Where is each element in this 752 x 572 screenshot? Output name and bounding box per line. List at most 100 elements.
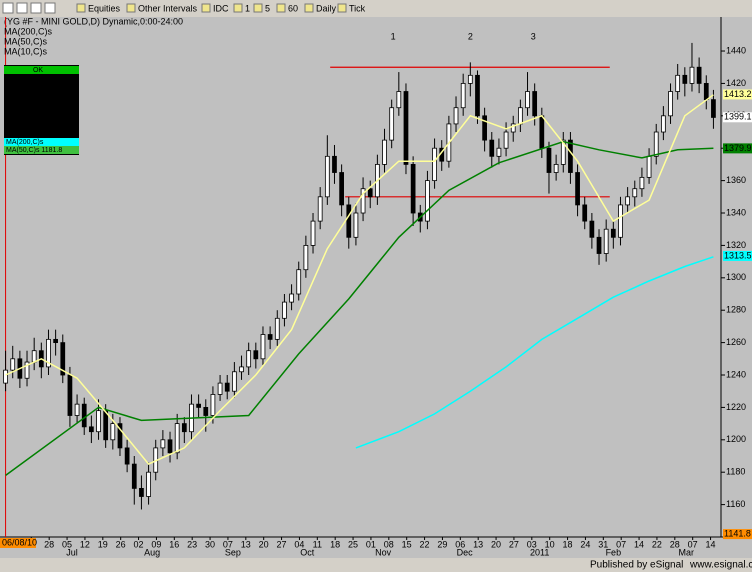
tool-icon[interactable] <box>44 2 56 14</box>
candle-body <box>410 164 416 214</box>
y-tick-label: 1180 <box>726 467 745 477</box>
toolbar-button[interactable]: Daily <box>316 3 337 13</box>
x-tick-label: 30 <box>205 539 215 549</box>
toolbar-icon[interactable] <box>253 3 263 13</box>
y-tick-label: 1160 <box>726 499 745 509</box>
candle-body <box>339 172 344 206</box>
x-tick-label: 20 <box>259 539 269 549</box>
ma-line <box>5 140 714 477</box>
candle-body <box>246 350 252 368</box>
candle-body <box>525 91 530 109</box>
candle-body <box>703 83 709 101</box>
last-value-label: 1413.2 <box>724 89 752 99</box>
candle-body <box>389 107 395 141</box>
candle-body <box>618 204 623 238</box>
toolbar-icon[interactable] <box>201 3 211 13</box>
candle-body <box>24 361 30 379</box>
cursor-date: 06/08/10 <box>2 537 37 547</box>
last-value-label: 1379.9 <box>724 143 752 153</box>
x-tick-label: 31 <box>598 539 608 549</box>
x-tick-label: 07 <box>223 539 233 549</box>
chart-title: (YG #F - MINI GOLD,D) Dynamic,0:00-24:00 <box>4 16 183 26</box>
last-value-box <box>723 143 752 154</box>
x-tick-label: 06 <box>455 539 465 549</box>
tool-icon[interactable] <box>16 2 28 14</box>
candle-body <box>10 358 16 371</box>
toolbar-icon[interactable] <box>126 3 136 13</box>
candle-body <box>560 139 566 165</box>
toolbar-icon[interactable] <box>337 3 347 13</box>
toolbar-icon[interactable] <box>76 3 86 13</box>
month-label: Sep <box>225 547 241 557</box>
y-tick-label: 1340 <box>726 207 746 217</box>
candle-body <box>575 172 580 206</box>
candle-body <box>475 74 480 117</box>
candle-body <box>711 99 716 118</box>
candle-body <box>217 382 223 395</box>
candle-body <box>174 423 180 454</box>
y-tick-label: 1260 <box>726 337 746 347</box>
y-tick-label: 1420 <box>726 78 746 88</box>
candle-body <box>632 188 638 198</box>
toolbar-button[interactable]: Tick <box>349 3 366 13</box>
x-tick-label: 23 <box>187 539 197 549</box>
toolbar-button[interactable]: IDC <box>213 3 229 13</box>
x-tick-label: 19 <box>98 539 108 549</box>
x-tick-label: 05 <box>62 539 72 549</box>
x-tick-label: 22 <box>420 539 430 549</box>
y-tick-label: 1200 <box>726 434 746 444</box>
candle-body <box>360 188 366 214</box>
candle-body <box>60 342 66 376</box>
toolbar-button[interactable]: 5 <box>265 3 270 13</box>
data-window-text: Time: 00:00 <box>18 91 55 98</box>
last-value-box <box>723 112 752 123</box>
toolbar-icon[interactable] <box>276 3 286 13</box>
candle-body <box>353 212 359 238</box>
candle-body <box>646 155 652 178</box>
toolbar-icon[interactable] <box>304 3 314 13</box>
x-tick-label: 07 <box>616 539 626 549</box>
x-tick-label: 03 <box>527 539 537 549</box>
candle-body <box>639 176 645 190</box>
candle-body <box>203 407 209 416</box>
candle-body <box>589 220 595 238</box>
tool-icon[interactable] <box>30 2 42 14</box>
toolbar-button[interactable]: 1 <box>245 3 250 13</box>
toolbar-button[interactable]: 60 <box>288 3 298 13</box>
last-value-label: 1399.1 <box>724 112 752 122</box>
data-window-row <box>4 146 79 154</box>
candle-body <box>568 139 573 173</box>
candle-body <box>324 155 330 198</box>
candle-body <box>267 334 273 340</box>
x-tick-label: 13 <box>241 539 251 549</box>
x-tick-label: 02 <box>134 539 144 549</box>
candle-body <box>310 220 316 246</box>
toolbar-button[interactable]: Other Intervals <box>138 3 198 13</box>
x-tick-label: 24 <box>580 539 590 549</box>
y-tick-label: 1440 <box>726 45 746 55</box>
ma-line <box>355 256 714 449</box>
data-window-text: OK <box>33 67 43 74</box>
x-tick-label: 08 <box>384 539 394 549</box>
candle-body <box>317 196 323 222</box>
candle-body <box>139 488 144 497</box>
candle-body <box>110 423 116 441</box>
toolbar-button[interactable]: Equities <box>88 3 121 13</box>
candle-body <box>689 66 695 84</box>
annotation: 2 <box>468 31 473 41</box>
y-tick-label: 1320 <box>726 240 746 250</box>
x-tick-label: 07 <box>688 539 698 549</box>
month-label: Oct <box>300 547 315 557</box>
x-tick-label: 12 <box>80 539 90 549</box>
tool-icon[interactable] <box>2 2 14 14</box>
candle-body <box>675 74 681 92</box>
chart-background <box>0 17 752 558</box>
footer-publisher: Published by eSignal <box>590 560 683 571</box>
month-label: 2011 <box>530 547 549 557</box>
last-value-box <box>723 529 752 540</box>
x-tick-label: 27 <box>277 539 287 549</box>
toolbar-icon[interactable] <box>233 3 243 13</box>
month-label: Jul <box>66 547 78 557</box>
last-value-label: 1141.8 <box>724 528 751 538</box>
x-tick-label: 28 <box>670 539 680 549</box>
